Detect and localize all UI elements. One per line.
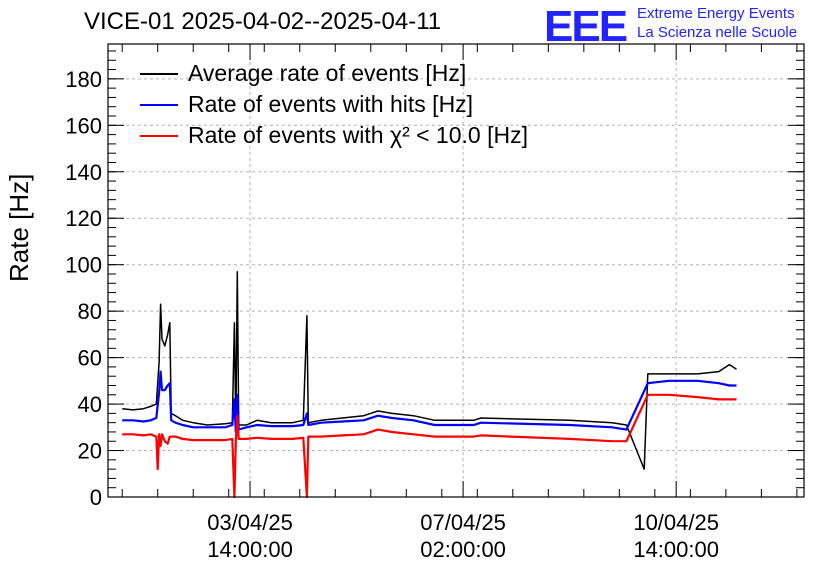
legend-item-chi2: Rate of events with χ² < 10.0 [Hz]: [140, 120, 528, 151]
x-tick-label-date: 10/04/25: [633, 510, 719, 535]
y-tick-label: 140: [65, 160, 102, 185]
legend-label-hits: Rate of events with hits [Hz]: [188, 91, 474, 117]
legend-label-chi2: Rate of events with χ² < 10.0 [Hz]: [188, 122, 528, 148]
logo-caption: Extreme Energy Events La Scienza nelle S…: [637, 4, 797, 42]
legend: Average rate of events [Hz] Rate of even…: [140, 58, 528, 151]
plot-frame: [107, 43, 805, 498]
y-tick-label: 60: [78, 346, 102, 371]
y-tick-label: 40: [78, 392, 102, 417]
logo-caption-line2: La Scienza nelle Scuole: [637, 24, 798, 41]
legend-label-average: Average rate of events [Hz]: [188, 60, 467, 86]
y-tick-label: 20: [78, 439, 102, 464]
x-tick-label-time: 14:00:00: [633, 537, 719, 562]
y-tick-label: 160: [65, 113, 102, 138]
legend-item-hits: Rate of events with hits [Hz]: [140, 89, 528, 120]
y-tick-label: 180: [65, 67, 102, 92]
x-tick-label-time: 14:00:00: [207, 537, 293, 562]
logo-caption-line1: Extreme Energy Events: [637, 5, 795, 22]
legend-swatch-chi2: [140, 134, 178, 137]
legend-swatch-hits: [140, 103, 178, 106]
series-line-0: [122, 270, 737, 470]
x-tick-label-date: 07/04/25: [420, 510, 506, 535]
legend-item-average: Average rate of events [Hz]: [140, 58, 528, 89]
chart-title: VICE-01 2025-04-02--2025-04-11: [84, 8, 442, 35]
y-axis-label: Rate [Hz]: [4, 173, 34, 282]
y-tick-label: 0: [90, 485, 102, 510]
series-line-1: [122, 370, 737, 434]
y-tick-label: 80: [78, 299, 102, 324]
eee-logo: EEE: [544, 2, 628, 51]
series-line-2: [122, 393, 737, 499]
y-tick-label: 120: [65, 206, 102, 231]
legend-swatch-average: [140, 72, 178, 75]
x-tick-label-time: 02:00:00: [420, 537, 506, 562]
y-tick-label: 100: [65, 253, 102, 278]
x-tick-label-date: 03/04/25: [207, 510, 293, 535]
